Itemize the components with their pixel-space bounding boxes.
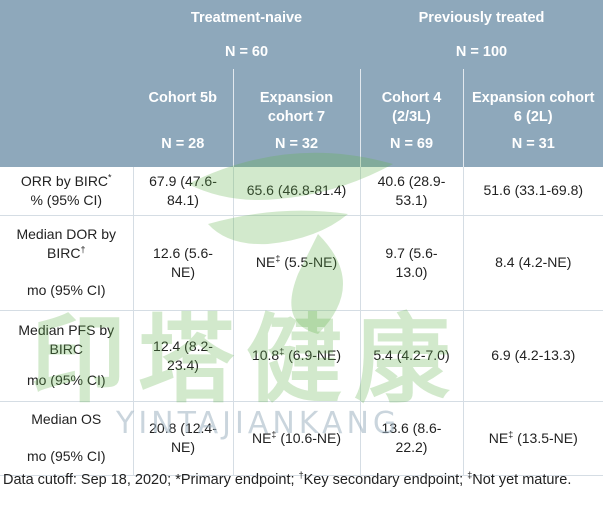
- row-median-dor: Median DOR by BIRC† mo (95% CI) 12.6 (5.…: [0, 215, 603, 311]
- row-median-pfs: Median PFS by BIRC mo (95% CI) 12.4 (8.2…: [0, 310, 603, 402]
- cohort-expansion-6: Expansion cohort 6 (2L): [462, 69, 603, 127]
- cell-value: 40.6 (28.9- 53.1): [359, 167, 463, 216]
- cell-value: 20.8 (12.4- NE): [132, 401, 233, 476]
- cell-value: 67.9 (47.6- 84.1): [132, 167, 233, 216]
- cell-value: 12.4 (8.2- 23.4): [132, 310, 233, 402]
- cell-value: 51.6 (33.1-69.8): [462, 167, 603, 216]
- n-treatment-naive: N = 60: [133, 36, 360, 69]
- efficacy-table: Treatment-naive Previously treated N = 6…: [0, 0, 603, 476]
- row-label: Median DOR by BIRC† mo (95% CI): [0, 215, 133, 311]
- cell-value: NE‡ (5.5-NE): [232, 215, 360, 311]
- row-label: Median OS mo (95% CI): [0, 401, 133, 476]
- header-group-row: Treatment-naive Previously treated: [0, 0, 603, 167]
- cohort-4: Cohort 4 (2/3L): [359, 69, 463, 127]
- n-cohort-expansion-7: N = 32: [232, 127, 360, 167]
- header-cohort-row: Cohort 5b Expansion cohort 7 Cohort 4 (2…: [0, 69, 603, 127]
- cell-value: 6.9 (4.2-13.3): [462, 310, 603, 402]
- cell-value: NE‡ (10.6-NE): [232, 401, 360, 476]
- cohort-expansion-7: Expansion cohort 7: [232, 69, 360, 127]
- cell-value: 13.6 (8.6- 22.2): [359, 401, 463, 476]
- row-label: Median PFS by BIRC mo (95% CI): [0, 310, 133, 402]
- row-median-os: Median OS mo (95% CI) 20.8 (12.4- NE) NE…: [0, 401, 603, 476]
- header-corner: [0, 0, 133, 167]
- n-cohort-4: N = 69: [359, 127, 463, 167]
- group-previously-treated: Previously treated: [360, 0, 603, 36]
- cohort-5b: Cohort 5b: [133, 69, 233, 127]
- row-orr: ORR by BIRC* % (95% CI) 67.9 (47.6- 84.1…: [0, 167, 603, 216]
- header-cohort-n-row: N = 28 N = 32 N = 69 N = 31: [0, 127, 603, 167]
- cell-value: 65.6 (46.8-81.4): [232, 167, 360, 216]
- n-cohort-expansion-6: N = 31: [462, 127, 603, 167]
- group-treatment-naive: Treatment-naive: [133, 0, 360, 36]
- row-label: ORR by BIRC* % (95% CI): [0, 167, 133, 216]
- cell-value: 8.4 (4.2-NE): [462, 215, 603, 311]
- cell-value: NE‡ (13.5-NE): [462, 401, 603, 476]
- n-cohort-5b: N = 28: [133, 127, 233, 167]
- cell-value: 10.8‡ (6.9-NE): [232, 310, 360, 402]
- cell-value: 12.6 (5.6- NE): [132, 215, 233, 311]
- cell-value: 5.4 (4.2-7.0): [359, 310, 463, 402]
- cell-value: 9.7 (5.6- 13.0): [359, 215, 463, 311]
- n-previously-treated: N = 100: [360, 36, 603, 69]
- header-n-row: N = 60 N = 100: [0, 36, 603, 69]
- table-footnote: Data cutoff: Sep 18, 2020; *Primary endp…: [3, 470, 572, 488]
